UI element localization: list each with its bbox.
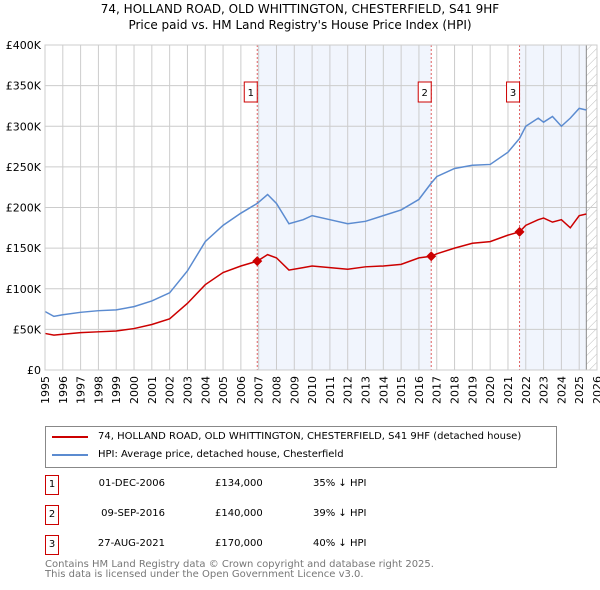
x-tick-label: 1995 <box>39 376 52 404</box>
transaction-date: 27-AUG-2021 <box>97 538 165 549</box>
transaction-date: 09-SEP-2016 <box>101 508 165 519</box>
x-tick-label: 2022 <box>520 376 533 404</box>
price-chart: 1995 1996 1997 1998 1999 2000 2001 2002 2003 2004… <box>6 39 600 404</box>
x-tick-label: 2018 <box>449 376 462 404</box>
x-tick-label: 2007 <box>253 376 266 404</box>
transaction-price: £170,000 <box>215 538 263 549</box>
x-tick-label: 2002 <box>164 376 177 404</box>
footer-line-1: Contains HM Land Registry data © Crown c… <box>45 559 434 570</box>
x-tick-label: 2009 <box>288 376 301 404</box>
chart-subtitle: Price paid vs. HM Land Registry's House … <box>128 18 472 32</box>
transaction-hpi-diff: 39% ↓ HPI <box>313 508 367 519</box>
legend-item-property: 74, HOLLAND ROAD, OLD WHITTINGTON, CHEST… <box>52 431 521 442</box>
x-tick-label: 2008 <box>270 376 283 404</box>
legend-label-hpi: HPI: Average price, detached house, Ches… <box>98 449 344 460</box>
y-tick-label: £300K <box>6 120 42 133</box>
transaction-price: £134,000 <box>215 478 263 489</box>
x-tick-label: 2003 <box>181 376 194 404</box>
sale-marker-label: 1 <box>248 88 254 99</box>
sale-point <box>426 251 437 262</box>
x-tick-label: 2020 <box>484 376 497 404</box>
y-tick-label: £350K <box>6 80 42 93</box>
y-tick-label: £150K <box>6 242 42 255</box>
x-tick-label: 2013 <box>360 376 373 404</box>
legend-swatch-red <box>52 435 88 438</box>
x-tick-label: 2000 <box>128 376 141 404</box>
sale-point <box>514 226 525 237</box>
chart-title: 74, HOLLAND ROAD, OLD WHITTINGTON, CHEST… <box>100 2 500 16</box>
x-tick-label: 2025 <box>573 376 586 404</box>
x-tick-label: 2010 <box>306 376 319 404</box>
y-tick-label: £0 <box>27 364 41 377</box>
x-tick-label: 2012 <box>342 376 355 404</box>
plot-border <box>44 44 598 371</box>
transaction-row: 3 27-AUG-2021 £170,000 40% ↓ HPI <box>45 535 445 555</box>
x-tick-label: 2001 <box>146 376 159 404</box>
x-tick-label: 2024 <box>555 376 568 404</box>
sale-marker-box <box>417 81 432 103</box>
x-tick-label: 2011 <box>324 376 337 404</box>
x-tick-label: 2014 <box>377 376 390 404</box>
sale-marker-label: 2 <box>422 88 428 99</box>
x-tick-label: 2023 <box>538 376 551 404</box>
x-tick-label: 2004 <box>199 376 212 404</box>
x-tick-label: 1996 <box>57 376 70 404</box>
sale-point <box>252 256 263 267</box>
legend-swatch-blue <box>52 453 88 456</box>
legend-label-property: 74, HOLLAND ROAD, OLD WHITTINGTON, CHEST… <box>98 431 522 442</box>
x-tick-label: 1999 <box>110 376 123 404</box>
y-tick-label: £200K <box>6 202 42 215</box>
transaction-row: 2 09-SEP-2016 £140,000 39% ↓ HPI <box>45 505 445 525</box>
sale-marker-label: 3 <box>510 88 516 99</box>
property-price-line <box>44 213 587 336</box>
transaction-hpi-diff: 40% ↓ HPI <box>313 538 367 549</box>
transaction-row: 1 01-DEC-2006 £134,000 35% ↓ HPI <box>45 475 445 495</box>
y-tick-label: £50K <box>13 323 42 336</box>
y-tick-label: £400K <box>6 39 42 52</box>
transaction-marker: 2 <box>45 505 59 525</box>
y-tick-label: £250K <box>6 161 42 174</box>
sale-marker-box <box>506 81 521 103</box>
x-tick-label: 2006 <box>235 376 248 404</box>
x-tick-label: 1998 <box>92 376 105 404</box>
y-tick-label: £100K <box>6 283 42 296</box>
transaction-marker: 1 <box>45 475 59 495</box>
x-tick-label: 2005 <box>217 376 230 404</box>
transaction-marker: 3 <box>45 535 59 555</box>
footer-line-2: This data is licensed under the Open Gov… <box>45 569 364 580</box>
footer: Contains HM Land Registry data © Crown c… <box>45 560 434 580</box>
transaction-date: 01-DEC-2006 <box>98 478 165 489</box>
legend-item-hpi: HPI: Average price, detached house, Ches… <box>52 449 344 460</box>
x-tick-label: 2026 <box>591 376 600 404</box>
x-tick-label: 2017 <box>431 376 444 404</box>
x-tick-label: 1997 <box>75 376 88 404</box>
hpi-line <box>44 107 587 318</box>
x-tick-label: 2021 <box>502 376 515 404</box>
x-tick-label: 2019 <box>466 376 479 404</box>
x-tick-label: 2016 <box>413 376 426 404</box>
transaction-price: £140,000 <box>215 508 263 519</box>
x-tick-label: 2015 <box>395 376 408 404</box>
transaction-hpi-diff: 35% ↓ HPI <box>313 478 367 489</box>
legend: 74, HOLLAND ROAD, OLD WHITTINGTON, CHEST… <box>45 426 557 468</box>
sale-marker-box <box>243 81 258 103</box>
